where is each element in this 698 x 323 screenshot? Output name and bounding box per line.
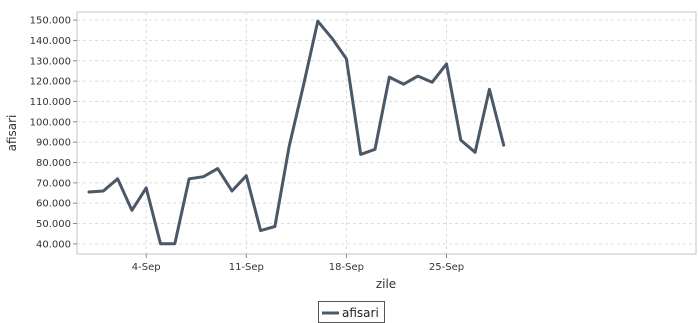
x-tick-label: 18-Sep xyxy=(329,262,364,273)
x-tick-label: 4-Sep xyxy=(132,262,161,273)
series-layer xyxy=(87,19,506,246)
y-tick-label: 120.000 xyxy=(30,77,71,88)
y-tick-label: 100.000 xyxy=(30,117,71,128)
y-tick-label: 40.000 xyxy=(36,239,71,250)
series-line-afisari xyxy=(87,19,506,246)
y-tick-label: 80.000 xyxy=(36,158,71,169)
y-tick-label: 60.000 xyxy=(36,199,71,210)
x-tick-label: 11-Sep xyxy=(229,262,264,273)
grid xyxy=(77,12,696,254)
legend: afisari xyxy=(318,301,385,323)
y-tick-label: 110.000 xyxy=(30,97,71,108)
plot-area xyxy=(76,11,697,255)
y-tick-label: 70.000 xyxy=(36,178,71,189)
x-tick-label: 25-Sep xyxy=(429,262,464,273)
y-tick-label: 90.000 xyxy=(36,138,71,149)
legend-label: afisari xyxy=(342,306,379,320)
y-tick-label: 150.000 xyxy=(30,16,71,27)
y-axis-title: afisari xyxy=(5,115,19,152)
axes: 40.000 50.000 60.000 70.000 80.000 90.000 100.… xyxy=(30,16,464,273)
y-tick-label: 130.000 xyxy=(30,56,71,67)
y-tick-label: 50.000 xyxy=(36,219,71,230)
x-axis-title: zile xyxy=(376,277,396,291)
y-tick-label: 140.000 xyxy=(30,36,71,47)
